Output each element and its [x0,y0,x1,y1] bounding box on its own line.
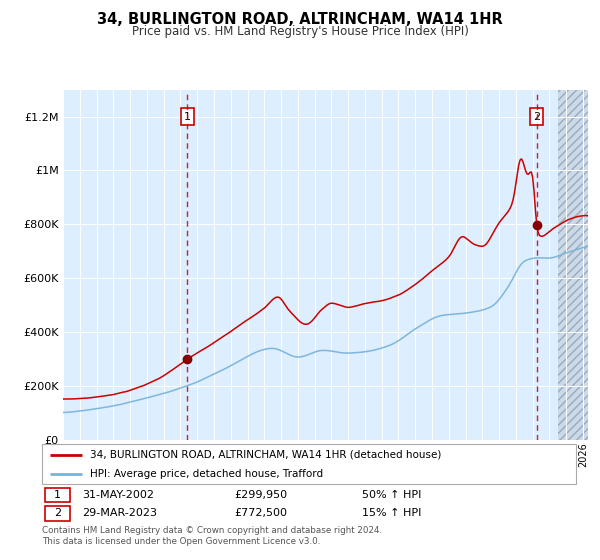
Bar [558,90,592,440]
Text: 1: 1 [54,490,61,500]
Text: Price paid vs. HM Land Registry's House Price Index (HPI): Price paid vs. HM Land Registry's House … [131,25,469,38]
Text: 15% ↑ HPI: 15% ↑ HPI [362,508,422,519]
Text: 50% ↑ HPI: 50% ↑ HPI [362,490,422,500]
Text: 31-MAY-2002: 31-MAY-2002 [82,490,154,500]
Text: HPI: Average price, detached house, Trafford: HPI: Average price, detached house, Traf… [90,469,323,478]
Text: 34, BURLINGTON ROAD, ALTRINCHAM, WA14 1HR: 34, BURLINGTON ROAD, ALTRINCHAM, WA14 1H… [97,12,503,27]
Text: £299,950: £299,950 [234,490,287,500]
Text: 2: 2 [54,508,61,519]
Bar [558,90,592,440]
Text: Contains HM Land Registry data © Crown copyright and database right 2024.
This d: Contains HM Land Registry data © Crown c… [42,526,382,546]
Text: 34, BURLINGTON ROAD, ALTRINCHAM, WA14 1HR (detached house): 34, BURLINGTON ROAD, ALTRINCHAM, WA14 1H… [90,450,442,460]
Text: £772,500: £772,500 [234,508,287,519]
Text: 2: 2 [533,111,540,122]
Text: 1: 1 [184,111,191,122]
Text: 29-MAR-2023: 29-MAR-2023 [82,508,157,519]
